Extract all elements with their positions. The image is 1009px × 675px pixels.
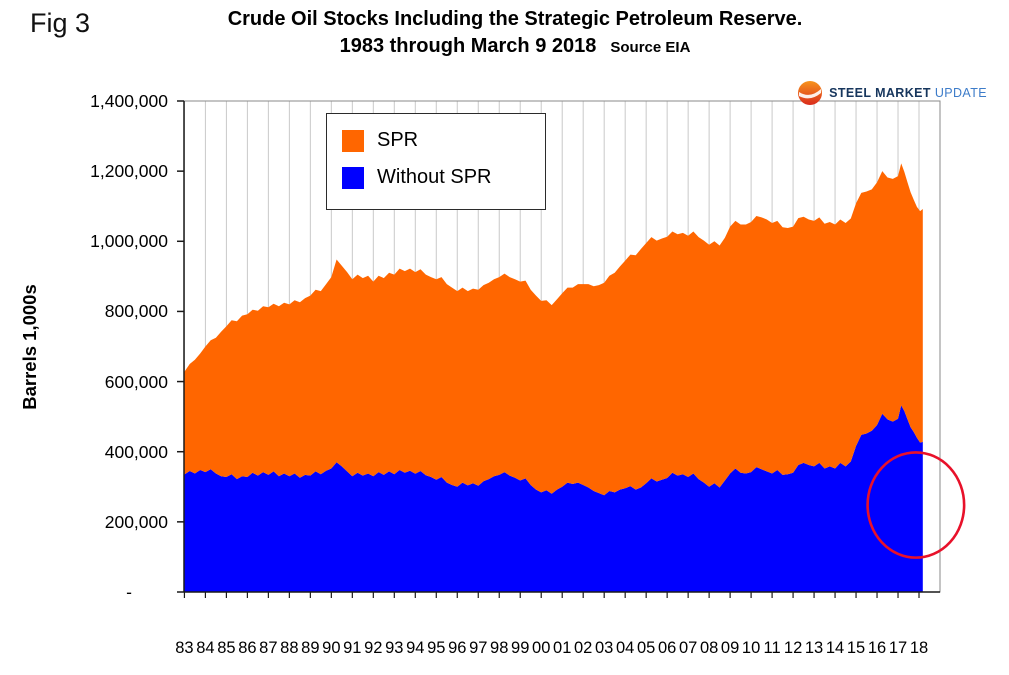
- smu-logo-text: STEEL MARKET UPDATE: [829, 86, 987, 100]
- x-tick-label: 90: [322, 639, 341, 657]
- x-tick-label: 98: [490, 639, 509, 657]
- x-tick-label: 88: [280, 639, 299, 657]
- x-tick-label: 86: [238, 639, 257, 657]
- x-tick-label: 95: [427, 639, 446, 657]
- x-tick-label: 12: [783, 639, 803, 657]
- x-tick-label: 05: [636, 639, 656, 657]
- x-tick-label: 85: [217, 639, 236, 657]
- x-tick-label: 13: [804, 639, 824, 657]
- legend-swatch-icon: [342, 129, 364, 152]
- x-tick-label: 92: [364, 639, 383, 657]
- smu-logo-word-market: MARKET: [875, 86, 931, 100]
- smu-logo-icon: [797, 80, 823, 106]
- legend-item-spr: SPR: [342, 129, 545, 152]
- chart-legend: SPR Without SPR: [326, 113, 546, 210]
- x-tick-label: 17: [888, 639, 908, 657]
- x-tick-label: 97: [469, 639, 488, 657]
- x-tick-label: 87: [259, 639, 278, 657]
- figure-label: Fig 3: [30, 8, 91, 38]
- legend-item-without-spr: Without SPR: [342, 166, 545, 189]
- x-tick-label: 11: [763, 639, 781, 657]
- smu-logo-word-update: UPDATE: [934, 86, 987, 100]
- smu-logo-word-steel: STEEL: [829, 86, 872, 100]
- y-axis-title: Barrels 1,000s: [19, 284, 40, 410]
- y-tick-label: 400,000: [104, 441, 168, 462]
- x-tick-label: 99: [511, 639, 530, 657]
- highlight-ellipse: [866, 451, 966, 559]
- y-tick-label: 1,000,000: [90, 231, 168, 252]
- chart-title-daterange: 1983 through March 9 2018: [339, 35, 597, 57]
- y-tick-label: -: [126, 582, 132, 602]
- smu-logo: STEEL MARKET UPDATE: [797, 80, 987, 106]
- x-tick-label: 01: [553, 639, 572, 657]
- x-tick-label: 96: [448, 639, 467, 657]
- x-tick-label: 02: [574, 639, 593, 657]
- chart-title-line1: Crude Oil Stocks Including the Strategic…: [227, 8, 803, 30]
- chart-source: Source EIA: [610, 39, 691, 56]
- x-tick-label: 08: [699, 639, 719, 657]
- y-tick-label: 600,000: [104, 371, 168, 392]
- legend-swatch-icon: [342, 166, 364, 189]
- y-tick-label: 200,000: [104, 511, 168, 532]
- chart-title-block: Crude Oil Stocks Including the Strategic…: [95, 6, 935, 61]
- without-spr-area: [184, 405, 923, 592]
- x-tick-label: 06: [657, 639, 677, 657]
- legend-label: SPR: [377, 129, 419, 151]
- y-tick-label: 1,400,000: [90, 91, 168, 111]
- x-tick-label: 10: [741, 639, 761, 657]
- chart-title-line2: 1983 through March 9 2018 Source EIA: [95, 33, 935, 61]
- x-tick-label: 14: [825, 639, 845, 657]
- x-tick-label: 07: [678, 639, 698, 657]
- y-tick-label: 800,000: [104, 301, 168, 322]
- x-tick-label: 93: [385, 639, 404, 657]
- x-tick-label: 18: [909, 639, 929, 657]
- x-tick-label: 03: [594, 639, 614, 657]
- x-tick-label: 83: [175, 639, 194, 657]
- x-tick-label: 94: [406, 639, 425, 657]
- x-tick-label: 91: [343, 639, 362, 657]
- x-tick-label: 84: [196, 639, 215, 657]
- x-tick-label: 09: [720, 639, 740, 657]
- legend-label: Without SPR: [377, 166, 492, 188]
- y-tick-label: 1,200,000: [90, 161, 168, 182]
- x-tick-label: 15: [846, 639, 866, 657]
- x-tick-label: 04: [615, 639, 635, 657]
- x-tick-label: 00: [532, 639, 551, 657]
- x-tick-label: 16: [867, 639, 887, 657]
- spr-area: [184, 163, 923, 496]
- x-tick-label: 89: [301, 639, 320, 657]
